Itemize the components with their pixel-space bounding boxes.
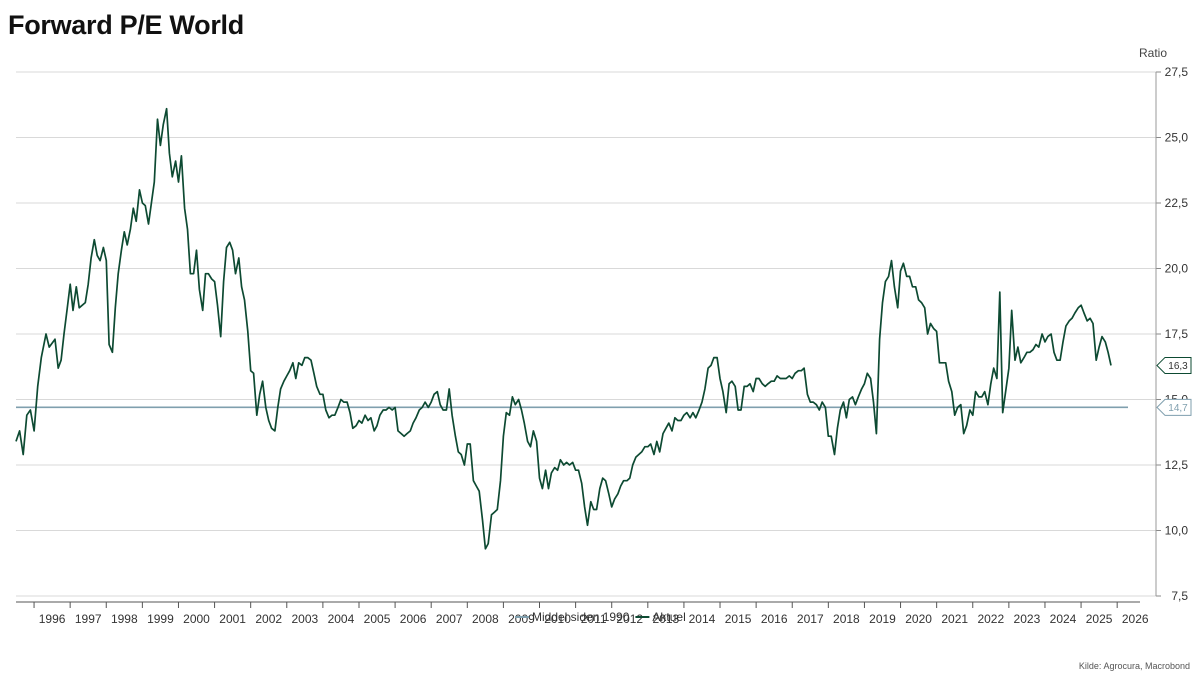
- x-tick-label: 2023: [1014, 612, 1041, 626]
- legend-label: Aktuel: [652, 610, 685, 624]
- legend: Middel siden 1990 Aktuel: [515, 610, 686, 624]
- y-tick-label: 12,5: [1165, 458, 1189, 472]
- y-axis-label: Ratio: [1139, 46, 1168, 60]
- x-tick-label: 2008: [472, 612, 499, 626]
- x-tick-label: 2018: [833, 612, 860, 626]
- x-tick-label: 2022: [977, 612, 1004, 626]
- x-tick-label: 2005: [364, 612, 391, 626]
- x-tick-label: 2015: [725, 612, 752, 626]
- x-tick-label: 2013: [653, 612, 680, 626]
- x-tick-label: 2006: [400, 612, 427, 626]
- y-tick-label: 10,0: [1165, 524, 1189, 538]
- axes: 7,510,012,515,017,520,022,525,027,519961…: [16, 65, 1188, 626]
- x-tick-label: 2025: [1086, 612, 1113, 626]
- x-tick-label: 2014: [689, 612, 716, 626]
- x-tick-label: 2026: [1122, 612, 1149, 626]
- badge-aktuel-label: 16,3: [1168, 361, 1188, 372]
- series-group: [15, 107, 1128, 550]
- x-tick-label: 1997: [75, 612, 102, 626]
- series-line-aktuel: [15, 107, 1112, 550]
- badge-aktuel: [1156, 356, 1192, 374]
- x-tick-label: 2012: [616, 612, 643, 626]
- badge-middel: [1156, 398, 1192, 416]
- x-tick-label: 2000: [183, 612, 210, 626]
- end-value-badges: 14,7 16,3: [1156, 356, 1192, 416]
- x-tick-label: 2011: [581, 612, 607, 626]
- chart-title: Forward P/E World: [8, 10, 244, 40]
- y-tick-label: 25,0: [1165, 131, 1189, 145]
- x-tick-label: 2024: [1050, 612, 1077, 626]
- x-tick-label: 2001: [219, 612, 246, 626]
- x-tick-label: 2010: [544, 612, 571, 626]
- x-tick-label: 1999: [147, 612, 174, 626]
- x-tick-label: 2020: [905, 612, 932, 626]
- x-tick-label: 1996: [39, 612, 66, 626]
- y-tick-label: 7,5: [1171, 589, 1188, 603]
- y-tick-label: 27,5: [1165, 65, 1189, 79]
- x-tick-label: 2007: [436, 612, 463, 626]
- y-tick-label: 20,0: [1165, 262, 1189, 276]
- x-tick-label: 2017: [797, 612, 824, 626]
- x-tick-label: 2003: [291, 612, 318, 626]
- badge-middel-label: 14,7: [1168, 403, 1188, 414]
- grid-lines: [16, 71, 1156, 597]
- x-tick-label: 2004: [328, 612, 355, 626]
- x-tick-label: 2009: [508, 612, 535, 626]
- y-tick-label: 17,5: [1165, 327, 1189, 341]
- x-tick-label: 2016: [761, 612, 788, 626]
- y-tick-label: 22,5: [1165, 196, 1189, 210]
- x-tick-label: 2021: [941, 612, 968, 626]
- x-tick-label: 1998: [111, 612, 138, 626]
- source-note: Kilde: Agrocura, Macrobond: [1078, 661, 1190, 671]
- x-tick-label: 2019: [869, 612, 896, 626]
- x-tick-label: 2002: [255, 612, 282, 626]
- legend-label: Middel siden 1990: [532, 610, 630, 624]
